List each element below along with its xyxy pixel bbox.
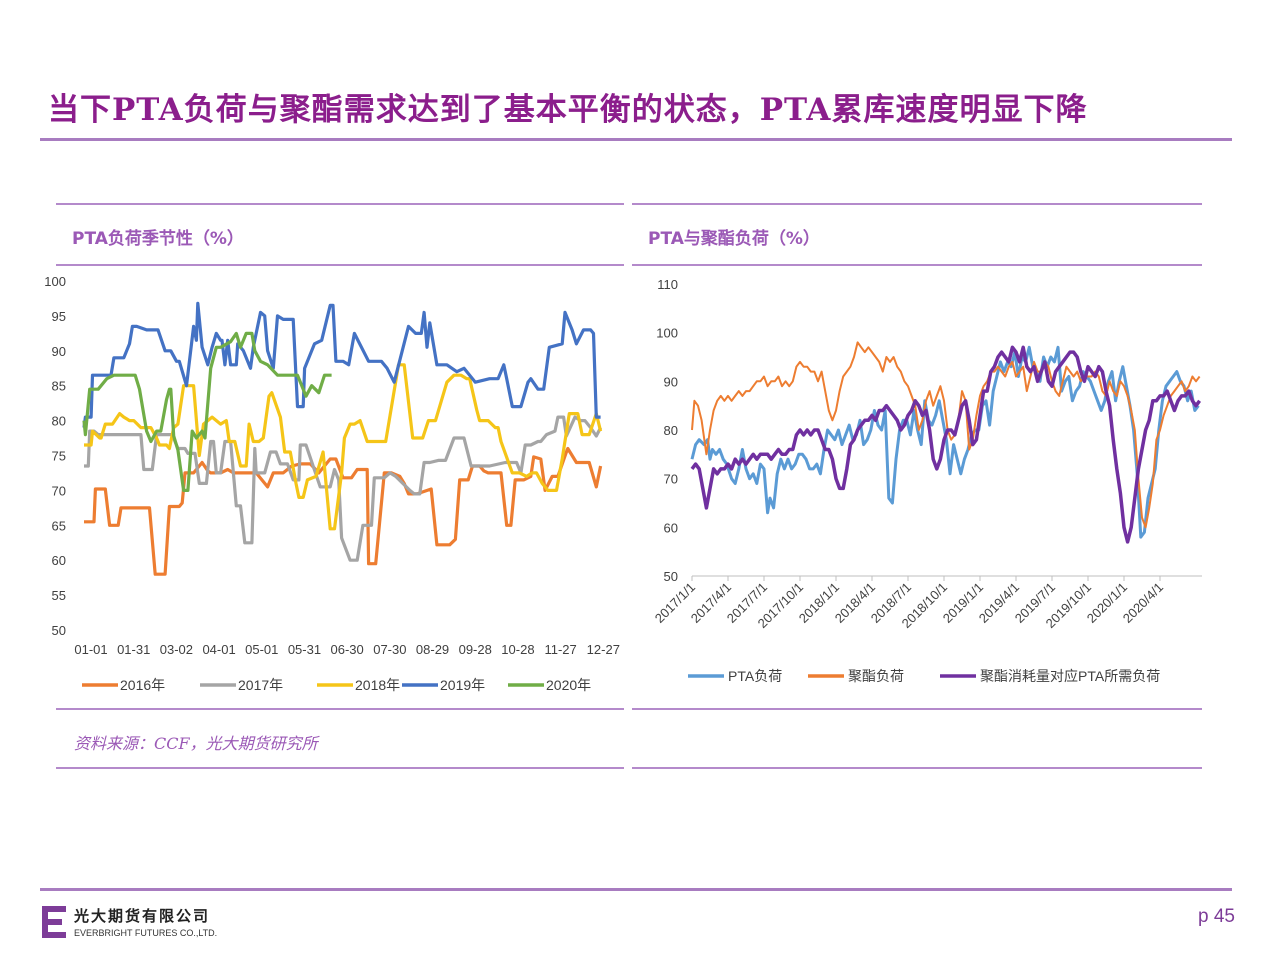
x-tick-label: 2020/4/1 — [1120, 580, 1166, 626]
x-tick-label: 05-31 — [288, 642, 321, 657]
x-tick-label: 01-31 — [117, 642, 150, 657]
right-chart-title: PTA与聚酯负荷（%） — [648, 229, 820, 249]
series-line-聚酯消耗量对应PTA所需负荷 — [690, 345, 1202, 544]
y-tick-label: 90 — [52, 344, 66, 359]
source-note: 资料来源：CCF，光大期货研究所 — [74, 734, 318, 753]
x-tick-label: 05-01 — [245, 642, 278, 657]
left-panel-bottom-rule — [56, 708, 624, 710]
x-tick-label: 10-28 — [501, 642, 534, 657]
series-line-2018年 — [84, 363, 603, 531]
series-line-2020年 — [82, 331, 332, 492]
y-tick-label: 80 — [52, 414, 66, 429]
left-panel-top-rule — [56, 203, 624, 205]
y-tick-label: 100 — [44, 274, 66, 289]
legend-label: PTA负荷 — [728, 668, 782, 684]
series-line-PTA负荷 — [690, 345, 1200, 539]
left-chart-title: PTA负荷季节性（%） — [72, 229, 244, 249]
pta-seasonal-chart: 100 95 90 85 80 75 70 65 60 55 50 01-01 01-31 03-02 04… — [44, 274, 620, 693]
y-tick-label: 60 — [52, 553, 66, 568]
y-tick-label: 70 — [52, 483, 66, 498]
legend-label: 聚酯消耗量对应PTA所需负荷 — [980, 668, 1160, 684]
y-tick-label: 75 — [52, 449, 66, 464]
y-tick-label: 85 — [52, 379, 66, 394]
footer-divider — [40, 888, 1232, 891]
right-panel-title-rule — [632, 264, 1202, 266]
y-tick-label: 90 — [664, 374, 678, 389]
x-tick-label: 11-27 — [544, 642, 576, 657]
x-tick-label: 12-27 — [587, 642, 620, 657]
legend-label: 2018年 — [355, 677, 400, 693]
x-tick-label: 04-01 — [202, 642, 235, 657]
y-tick-label: 55 — [52, 588, 66, 603]
series-line-2017年 — [84, 415, 603, 562]
series-line-2019年 — [82, 301, 601, 428]
series-line-聚酯负荷 — [691, 341, 1201, 529]
legend-label: 2016年 — [120, 677, 165, 693]
y-tick-label: 110 — [657, 277, 678, 292]
x-tick-label: 08-29 — [416, 642, 449, 657]
y-tick-label: 50 — [52, 623, 66, 638]
y-tick-label: 65 — [52, 518, 66, 533]
legend-label: 聚酯负荷 — [848, 668, 904, 684]
page-number: p 45 — [1198, 906, 1235, 927]
pta-polyester-load-chart: 11010090807060502017/1/12017/4/12017/7/1… — [652, 277, 1202, 684]
y-tick-label: 80 — [664, 423, 678, 438]
company-name-en: EVERBRIGHT FUTURES CO.,LTD. — [74, 928, 218, 938]
slide-title: 当下PTA负荷与聚酯需求达到了基本平衡的状态，PTA累库速度明显下降 — [48, 92, 1088, 128]
company-name-cn: 光大期货有限公司 — [74, 907, 211, 925]
right-panel-footer-rule — [632, 767, 1202, 769]
right-panel-top-rule — [632, 203, 1202, 205]
x-tick-label: 03-02 — [160, 642, 193, 657]
y-tick-label: 100 — [656, 326, 678, 341]
y-tick-label: 60 — [664, 520, 678, 535]
x-tick-label: 06-30 — [331, 642, 364, 657]
left-panel-title-rule — [56, 264, 624, 266]
legend-label: 2019年 — [440, 677, 485, 693]
x-tick-label: 07-30 — [373, 642, 406, 657]
y-tick-label: 50 — [664, 569, 678, 584]
left-panel-footer-rule — [56, 767, 624, 769]
legend-label: 2020年 — [546, 677, 591, 693]
legend-label: 2017年 — [238, 677, 283, 693]
title-divider — [40, 138, 1232, 141]
everbright-logo-icon — [42, 906, 66, 938]
x-tick-label: 01-01 — [74, 642, 107, 657]
x-tick-label: 09-28 — [459, 642, 492, 657]
right-panel-bottom-rule — [632, 708, 1202, 710]
y-tick-label: 95 — [52, 309, 66, 324]
y-tick-label: 70 — [664, 472, 678, 487]
